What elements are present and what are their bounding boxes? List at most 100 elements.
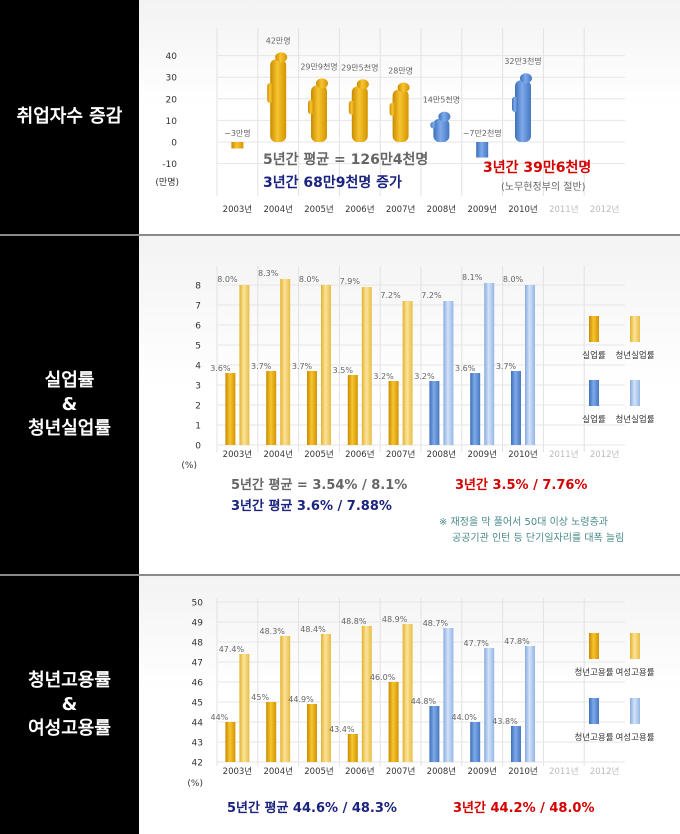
bar-arm — [430, 121, 437, 129]
legend-swatch — [630, 698, 640, 724]
legend-swatch — [630, 380, 640, 406]
note-remark-1: ※ 재정을 막 풀어서 50대 이상 노령층과 — [439, 517, 608, 528]
y-tick-label: 43 — [192, 739, 203, 749]
data-label: 43.8% — [492, 717, 518, 726]
bar — [307, 704, 317, 762]
note-sum3-sub: (노무현정부의 절반) — [501, 182, 586, 193]
data-label: 46.0% — [370, 673, 396, 682]
legend-label: 여성고용률 — [615, 667, 654, 678]
data-label: 48.4% — [300, 625, 326, 634]
data-label: 3.6% — [210, 364, 231, 373]
bar — [361, 626, 372, 762]
bar — [321, 634, 331, 762]
y-tick-label: 0 — [195, 442, 201, 452]
y-tick-label: 8 — [195, 282, 201, 292]
y-tick-label: 20 — [166, 95, 178, 105]
data-label: 48.7% — [423, 619, 449, 628]
y-tick-label: -10 — [162, 160, 177, 170]
x-tick-label: 2010년 — [508, 204, 537, 215]
bar — [402, 301, 413, 445]
bar — [388, 381, 399, 445]
x-tick-label: 2005년 — [304, 449, 333, 460]
x-tick-label: 2008년 — [427, 766, 456, 777]
bar — [270, 59, 287, 142]
x-tick-label: 2009년 — [467, 204, 496, 215]
data-label: 8.0% — [299, 275, 320, 284]
bar — [515, 80, 531, 142]
data-label: 28만명 — [388, 66, 413, 76]
unemployment-chart: 0 1 2 3 4 5 6 7 8 (%) 2003년 2004년 2005년 2006년 2007년 200… — [181, 266, 655, 471]
legend-swatch — [589, 380, 599, 406]
x-tick-label: 2012년 — [590, 449, 619, 460]
y-tick-label: 47 — [192, 659, 203, 669]
y-tick-label: 45 — [192, 699, 203, 709]
bar — [433, 118, 450, 142]
bar — [476, 142, 489, 158]
note-avg3: 3년간 44.2% / 48.0% — [453, 801, 595, 816]
legend-label: 실업률 — [582, 350, 606, 361]
bar — [280, 279, 291, 445]
data-label: 48.3% — [259, 627, 285, 636]
x-tick-label: 2011년 — [549, 766, 578, 777]
bar — [239, 285, 250, 445]
data-label: 7.2% — [380, 291, 401, 300]
x-tick-label: 2011년 — [549, 204, 578, 215]
bar-arm — [389, 102, 396, 116]
bar — [511, 726, 521, 762]
panel-employment-rate: 청년고용률 & 여성고용률 42 43 44 45 46 47 48 49 50 (%) 2003년… — [0, 576, 680, 834]
data-label: 3.2% — [373, 372, 394, 381]
bar-arm — [348, 100, 355, 115]
legend-swatch — [589, 316, 599, 342]
y-axis-unit: (%) — [181, 461, 197, 471]
x-tick-label: 2012년 — [590, 766, 619, 777]
data-label: 8.0% — [503, 275, 524, 284]
bar-arm — [512, 96, 518, 112]
note-remark-2: 공공기관 인턴 등 단기일자리를 대폭 늘림 — [452, 533, 625, 544]
bar — [429, 706, 440, 762]
bar-head — [438, 111, 451, 122]
x-tick-label: 2007년 — [386, 204, 415, 215]
bar — [511, 371, 521, 445]
x-tick-label: 2003년 — [223, 204, 252, 215]
legend-label: 청년실업률 — [615, 350, 654, 361]
bar-head — [275, 52, 288, 63]
data-label: 8.1% — [462, 273, 483, 282]
x-tick-label: 2004년 — [263, 766, 292, 777]
chart-area: 42 43 44 45 46 47 48 49 50 (%) 2003년 2004년 2005년 2006… — [139, 576, 680, 834]
note-avg3-a: 3년간 평균 3.6% / 7.88% — [231, 499, 392, 514]
y-tick-label: 30 — [166, 74, 178, 84]
note-avg5: 5년간 평균 44.6% / 48.3% — [227, 801, 397, 816]
x-tick-label: 2003년 — [223, 449, 252, 460]
bar — [225, 722, 236, 762]
bar-head — [520, 73, 532, 84]
employment-rate-chart: 42 43 44 45 46 47 48 49 50 (%) 2003년 2004년 2005년 2006… — [187, 598, 655, 789]
y-tick-label: 5 — [195, 342, 201, 352]
data-label: 3.7% — [251, 362, 272, 371]
y-tick-label: 1 — [195, 422, 201, 432]
panel-label: 실업률 & 청년실업률 — [0, 236, 139, 574]
panel-label: 취업자수 증감 — [0, 0, 139, 234]
y-axis-unit: (%) — [187, 779, 203, 789]
panel-label: 청년고용률 & 여성고용률 — [0, 576, 139, 834]
data-label: 32만3천명 — [504, 56, 541, 66]
bar-head — [316, 78, 328, 89]
data-label: 3.6% — [455, 364, 476, 373]
y-tick-label: 50 — [192, 599, 204, 609]
y-tick-label: 7 — [195, 302, 201, 312]
data-label: 42만명 — [266, 35, 291, 45]
data-label: 48.9% — [382, 615, 408, 624]
data-label: 29만5천명 — [341, 62, 378, 72]
data-label: 8.3% — [258, 269, 279, 278]
y-tick-label: 48 — [192, 639, 204, 649]
y-tick-label: 0 — [171, 139, 177, 149]
legend-label: 청년고용률 — [574, 667, 613, 678]
y-axis-unit: (만명) — [155, 177, 179, 188]
x-tick-label: 2010년 — [508, 449, 537, 460]
x-tick-label: 2009년 — [467, 449, 496, 460]
x-tick-label: 2004년 — [263, 204, 292, 215]
bar — [443, 628, 454, 762]
x-tick-label: 2006년 — [345, 766, 374, 777]
data-label: 3.5% — [333, 366, 354, 375]
bar — [484, 648, 495, 762]
data-label: 7.9% — [340, 277, 361, 286]
